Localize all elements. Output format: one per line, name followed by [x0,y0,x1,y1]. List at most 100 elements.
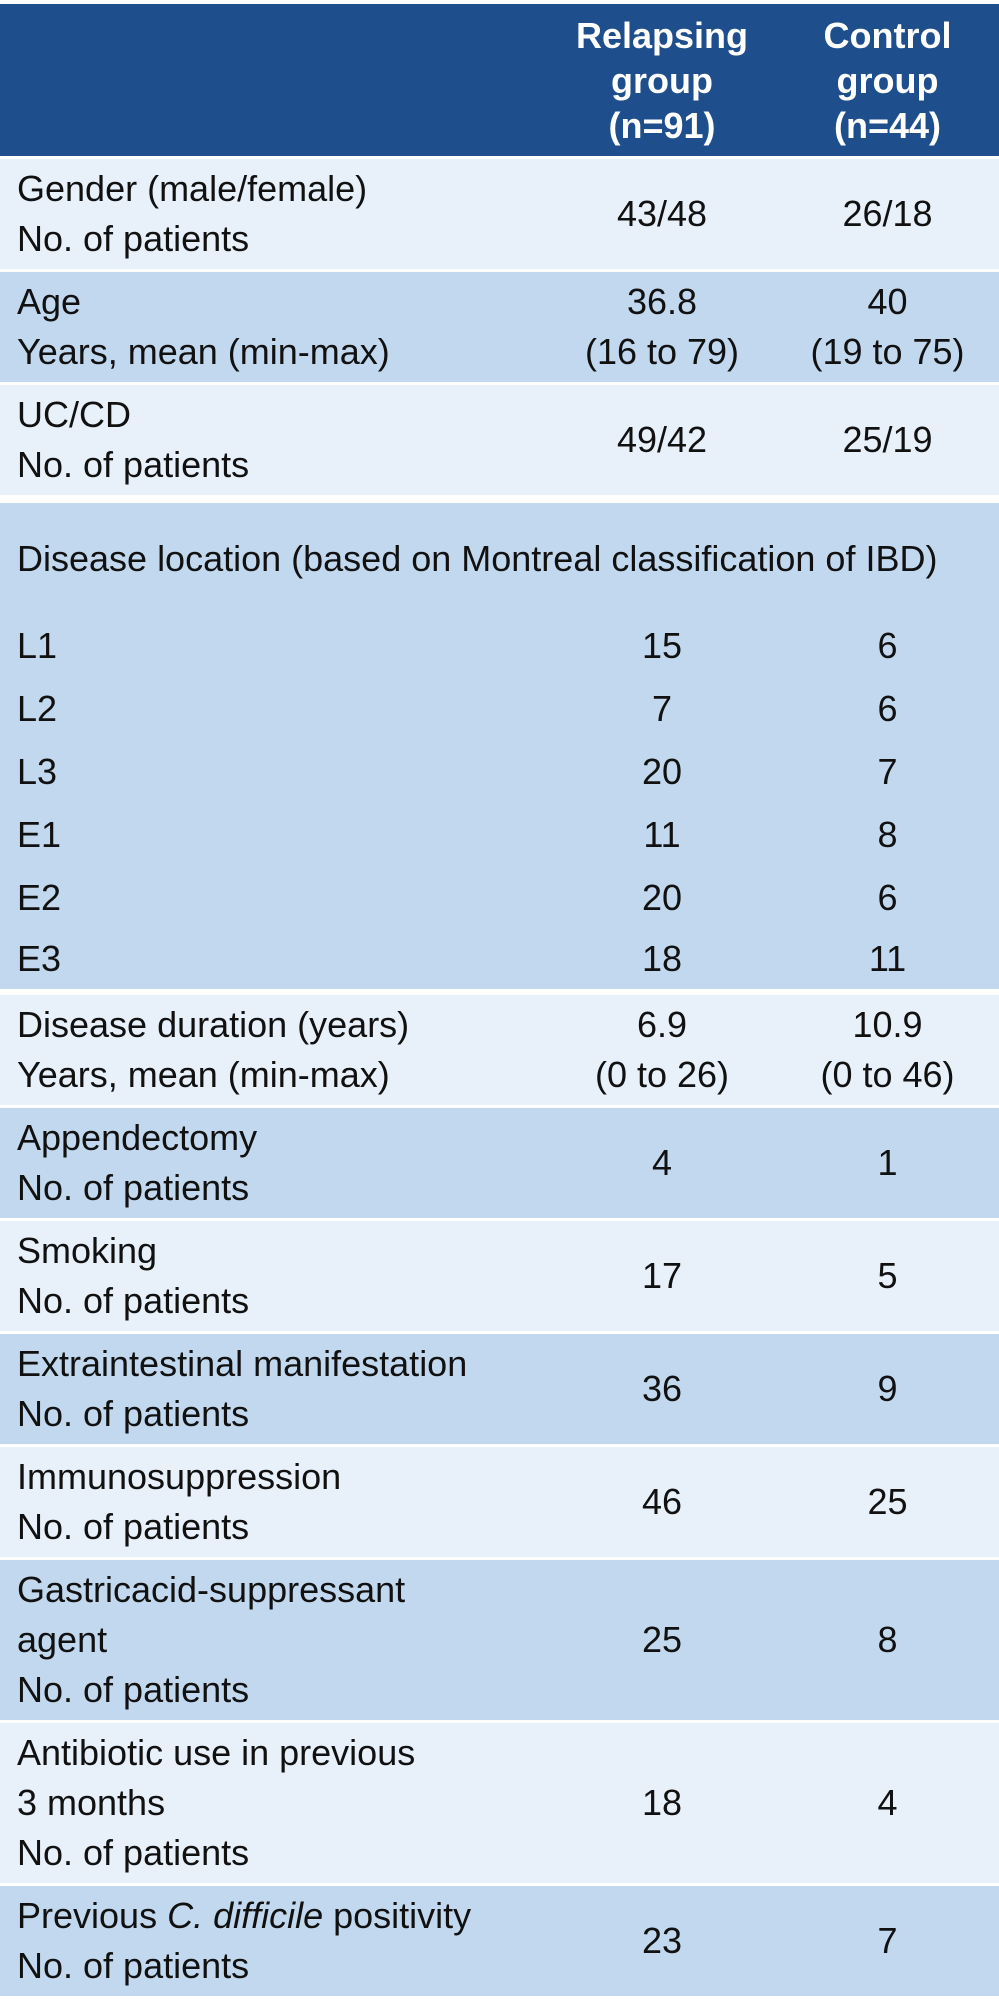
row-label: Appendectomy No. of patients [0,1108,548,1221]
relapsing-value: 20 [548,740,776,803]
row-label: Previous C. difficile positivity No. of … [0,1886,548,1999]
header-control-group: Control group (n=44) [776,4,999,159]
relapsing-value: 43/48 [548,159,776,272]
disease-location-block: Disease location (based on Montreal clas… [0,503,999,992]
table-row-disease-duration: Disease duration (years) Years, mean (mi… [0,995,999,1108]
relapsing-value: 25 [548,1560,776,1723]
row-label-line: No. of patients [17,1506,250,1547]
table-header-row: Relapsing group (n=91) Control group (n=… [0,4,999,159]
control-value: 11 [776,929,999,992]
table-row-location-e3: E3 18 11 [0,929,999,992]
table-row-appendectomy: Appendectomy No. of patients 4 1 [0,1108,999,1221]
control-value-line: (19 to 75) [810,331,965,372]
table-row-disease-location-heading: Disease location (based on Montreal clas… [0,503,999,614]
header-relapsing-line: Relapsing [575,14,749,56]
control-value: 26/18 [776,159,999,272]
row-label-line: No. of patients [17,1393,250,1434]
table-row-uc-cd: UC/CD No. of patients 49/42 25/19 [0,385,999,498]
row-label-line: Appendectomy [17,1117,258,1158]
relapsing-value-line: 6.9 [636,1004,688,1045]
relapsing-value: 15 [548,614,776,677]
control-value: 9 [776,1334,999,1447]
header-control-line: group [836,59,939,101]
relapsing-value: 6.9 (0 to 26) [548,995,776,1108]
table-lower-block: Disease duration (years) Years, mean (mi… [0,995,999,1999]
control-value: 8 [776,1560,999,1723]
control-value: 7 [776,1886,999,1999]
table-row-immunosuppression: Immunosuppression No. of patients 46 25 [0,1447,999,1560]
table-row-location-l1: L1 15 6 [0,614,999,677]
relapsing-value: 7 [548,677,776,740]
row-label-line: Immunosuppression [17,1456,342,1497]
row-label: Extraintestinal manifestation No. of pat… [0,1334,548,1447]
relapsing-value: 49/42 [548,385,776,498]
control-value: 25 [776,1447,999,1560]
relapsing-value: 4 [548,1108,776,1221]
header-relapsing-line: group [611,59,713,101]
row-label: Gender (male/female) No. of patients [0,159,548,272]
row-label-line: No. of patients [17,1280,250,1321]
row-label: Smoking No. of patients [0,1221,548,1334]
patient-characteristics-table: Relapsing group (n=91) Control group (n=… [0,4,999,498]
control-value: 4 [776,1723,999,1886]
relapsing-value: 23 [548,1886,776,1999]
row-label-line: Extraintestinal manifestation [17,1343,468,1384]
row-label: Antibiotic use in previous 3 months No. … [0,1723,548,1886]
row-label: UC/CD No. of patients [0,385,548,498]
control-value: 8 [776,803,999,866]
header-relapsing-group: Relapsing group (n=91) [548,4,776,159]
header-blank-cell [0,4,548,159]
relapsing-value: 36 [548,1334,776,1447]
table-row-extraintestinal: Extraintestinal manifestation No. of pat… [0,1334,999,1447]
relapsing-value-line: (0 to 26) [594,1054,730,1095]
row-label: E3 [0,929,548,992]
row-label-line: No. of patients [17,1669,250,1710]
relapsing-value: 46 [548,1447,776,1560]
row-label-line: Gender (male/female) [17,168,368,209]
row-label: Disease location (based on Montreal clas… [0,503,999,614]
relapsing-value: 20 [548,866,776,929]
row-label-line: No. of patients [17,1167,250,1208]
relapsing-value: 18 [548,929,776,992]
table-row-smoking: Smoking No. of patients 17 5 [0,1221,999,1334]
table-row-gender: Gender (male/female) No. of patients 43/… [0,159,999,272]
control-value-line: (0 to 46) [820,1054,955,1095]
row-label-line: agent [17,1619,108,1660]
row-label-line: Years, mean (min-max) [17,1054,390,1095]
row-label-line: UC/CD [17,394,131,435]
row-label-line: Antibiotic use in previous [17,1732,416,1773]
relapsing-value: 18 [548,1723,776,1886]
relapsing-value-line: 36.8 [626,281,698,322]
control-value: 7 [776,740,999,803]
control-value: 40 (19 to 75) [776,272,999,385]
table-row-antibiotic: Antibiotic use in previous 3 months No. … [0,1723,999,1886]
row-label: E1 [0,803,548,866]
control-value: 25/19 [776,385,999,498]
row-label: Disease duration (years) Years, mean (mi… [0,995,548,1108]
row-label-line: Age [17,281,82,322]
table-row-location-l3: L3 20 7 [0,740,999,803]
relapsing-value: 17 [548,1221,776,1334]
row-label-line: No. of patients [17,444,250,485]
row-label: L1 [0,614,548,677]
table-row-location-l2: L2 7 6 [0,677,999,740]
table-row-gastric-acid: Gastricacid-suppressant agent No. of pat… [0,1560,999,1723]
control-value: 6 [776,677,999,740]
row-label-line: No. of patients [17,1832,250,1873]
row-label: L2 [0,677,548,740]
row-label-line: No. of patients [17,218,250,259]
row-label-line: No. of patients [17,1945,250,1986]
header-control-line: Control [823,14,952,56]
control-value: 6 [776,866,999,929]
table-row-age: Age Years, mean (min-max) 36.8 (16 to 79… [0,272,999,385]
label-text: positivity [323,1895,472,1936]
row-label: E2 [0,866,548,929]
control-value-line: 40 [867,281,908,322]
control-value: 6 [776,614,999,677]
header-relapsing-line: (n=91) [608,104,716,146]
control-value-line: 10.9 [852,1004,923,1045]
control-value: 1 [776,1108,999,1221]
control-value: 5 [776,1221,999,1334]
row-label: L3 [0,740,548,803]
